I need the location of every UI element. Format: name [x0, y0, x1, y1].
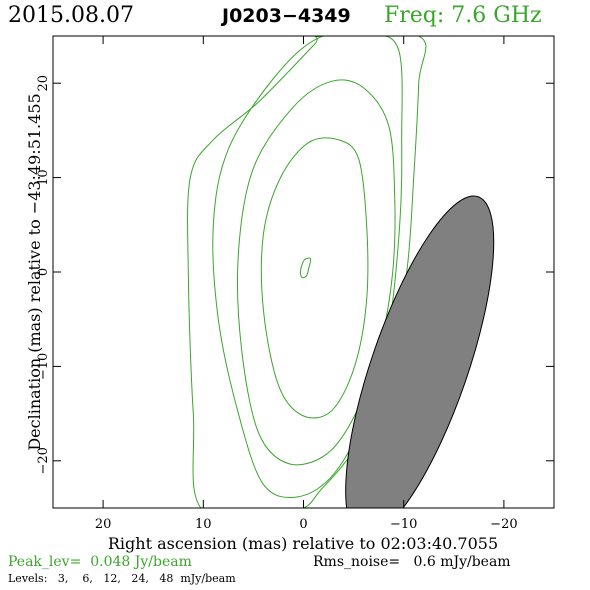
contour-level-24 — [260, 137, 369, 419]
contour-level-48 — [299, 257, 312, 279]
axis-ticks: 20 10 0 −10 −20 20 10 0 −10 −20 — [36, 36, 554, 532]
x-axis-label: Right ascension (mas) relative to 02:03:… — [108, 534, 498, 553]
y-tick-label: −10 — [36, 353, 51, 380]
rms-noise: Rms_noise= 0.6 mJy/beam — [313, 554, 511, 570]
source-name: J0203−4349 — [220, 5, 351, 27]
x-tick-label: −20 — [490, 517, 517, 532]
frequency-label: Freq: 7.6 GHz — [384, 3, 542, 28]
y-tick-label: 0 — [36, 268, 51, 276]
x-tick-label: 10 — [195, 517, 212, 532]
y-tick-label: 10 — [36, 169, 51, 186]
peak-level: Peak_lev= 0.048 Jy/beam — [8, 554, 192, 570]
contour-level-3 — [187, 36, 427, 508]
y-axis-label: Declination (mas) relative to −43:49:51.… — [25, 93, 44, 450]
observation-date: 2015.08.07 — [8, 3, 134, 28]
beam-ellipse — [345, 195, 495, 508]
contour-levels: Levels: 3, 6, 12, 24, 48 mJy/beam — [8, 572, 236, 585]
y-tick-label: 20 — [36, 75, 51, 92]
contour-level-6 — [212, 36, 403, 499]
contour-group — [187, 36, 427, 508]
x-tick-label: −10 — [390, 517, 417, 532]
contour-level-12 — [237, 79, 396, 466]
x-tick-label: 20 — [95, 517, 112, 532]
y-tick-label: −20 — [36, 447, 51, 474]
x-tick-label: 0 — [299, 517, 307, 532]
beam-group — [345, 195, 495, 508]
